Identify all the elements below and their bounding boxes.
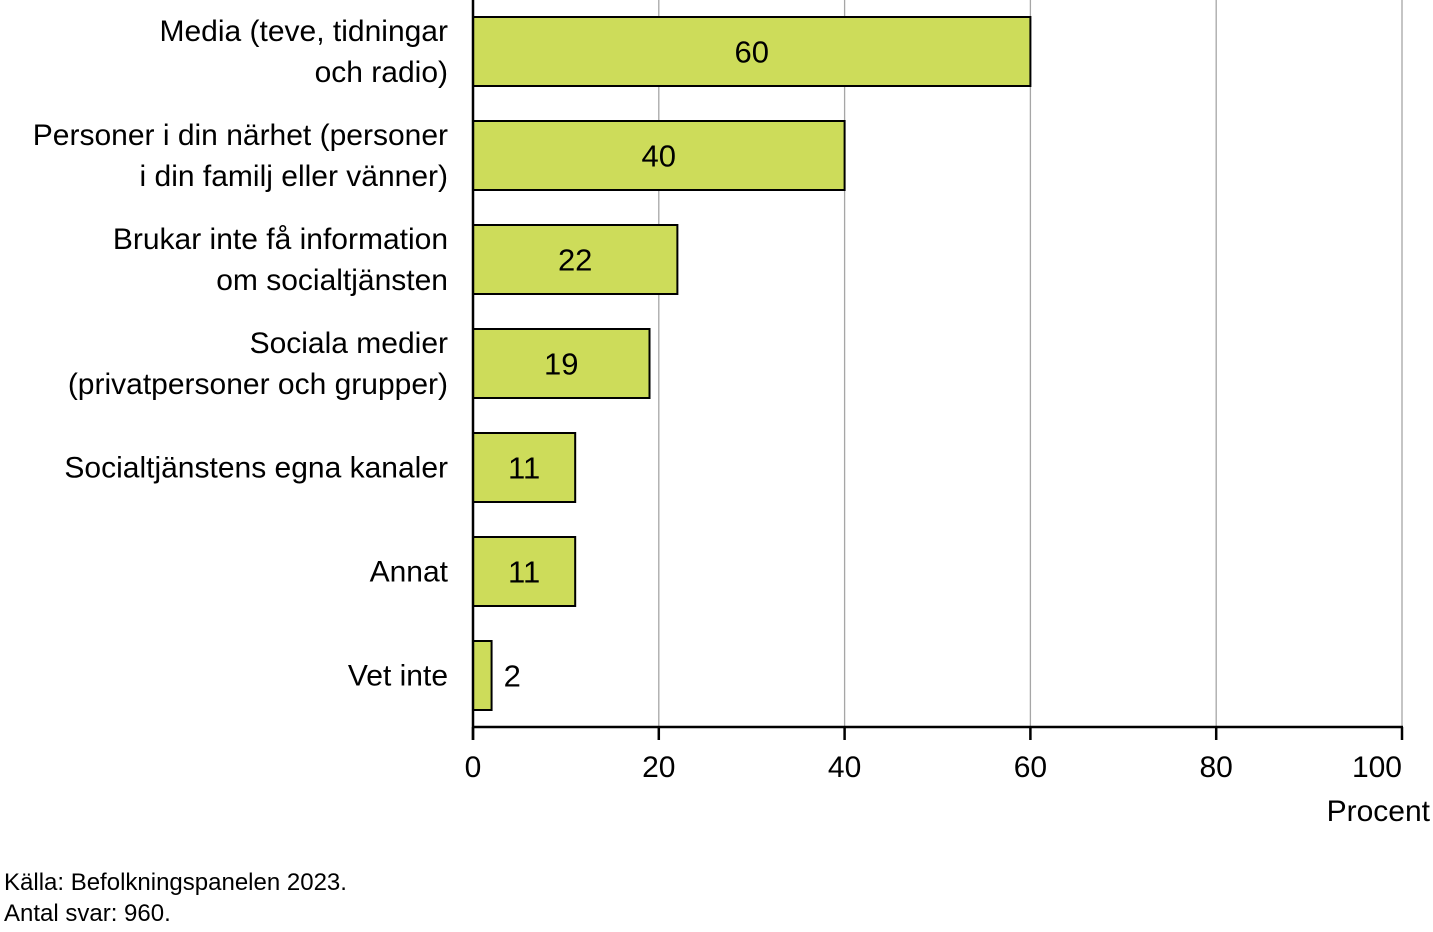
category-labels: Media (teve, tidningar och radio) Personer…: [33, 15, 449, 693]
bar-chart: Media (teve, tidningar och radio) Personer…: [33, 0, 1431, 828]
x-tick-label-80: 80: [1200, 751, 1233, 784]
bar-3: [472, 224, 679, 295]
data-label-2: 40: [642, 139, 676, 174]
category-label-4-line-2: (privatpersoner och grupper): [68, 368, 448, 401]
category-label-3-line-1: Brukar inte få information: [113, 223, 448, 256]
bar-1: [472, 16, 1032, 87]
x-tick-label-60: 60: [1014, 751, 1047, 784]
data-label-5: 11: [508, 451, 540, 486]
bar-5: [472, 432, 577, 503]
category-label-2-line-1: Personer i din närhet (personer: [33, 119, 448, 152]
x-tick-label-100: 100: [1352, 751, 1402, 784]
bar-4: [472, 328, 651, 399]
x-tick-label-20: 20: [642, 751, 675, 784]
x-axis: 0 20 40 60 80 100: [465, 0, 1404, 784]
grid-lines: [658, 0, 1403, 727]
data-label-3: 22: [558, 243, 592, 278]
data-label-7: 2: [504, 659, 521, 694]
category-label-7: Vet inte: [348, 660, 448, 693]
data-labels: 60 40 22 19 11 11 2: [504, 35, 769, 694]
bar-7: [472, 640, 493, 711]
data-label-6: 11: [508, 555, 540, 590]
response-count-note: Antal svar: 960.: [4, 900, 171, 927]
category-label-2-line-2: i din familj eller vänner): [140, 160, 448, 193]
x-tick-label-0: 0: [465, 751, 482, 784]
category-label-4-line-1: Sociala medier: [250, 327, 448, 360]
x-axis-title: Procent: [1327, 795, 1431, 828]
bar-6: [472, 536, 577, 607]
source-note: Källa: Befolkningspanelen 2023.: [4, 869, 347, 896]
data-label-1: 60: [734, 35, 768, 70]
category-label-1-line-2: och radio): [315, 56, 448, 89]
category-label-5: Socialtjänstens egna kanaler: [64, 452, 448, 485]
data-label-4: 19: [544, 347, 578, 382]
category-label-1-line-1: Media (teve, tidningar: [160, 15, 449, 48]
x-tick-label-40: 40: [828, 751, 861, 784]
category-label-6: Annat: [370, 556, 449, 589]
category-label-3-line-2: om socialtjänsten: [216, 264, 448, 297]
